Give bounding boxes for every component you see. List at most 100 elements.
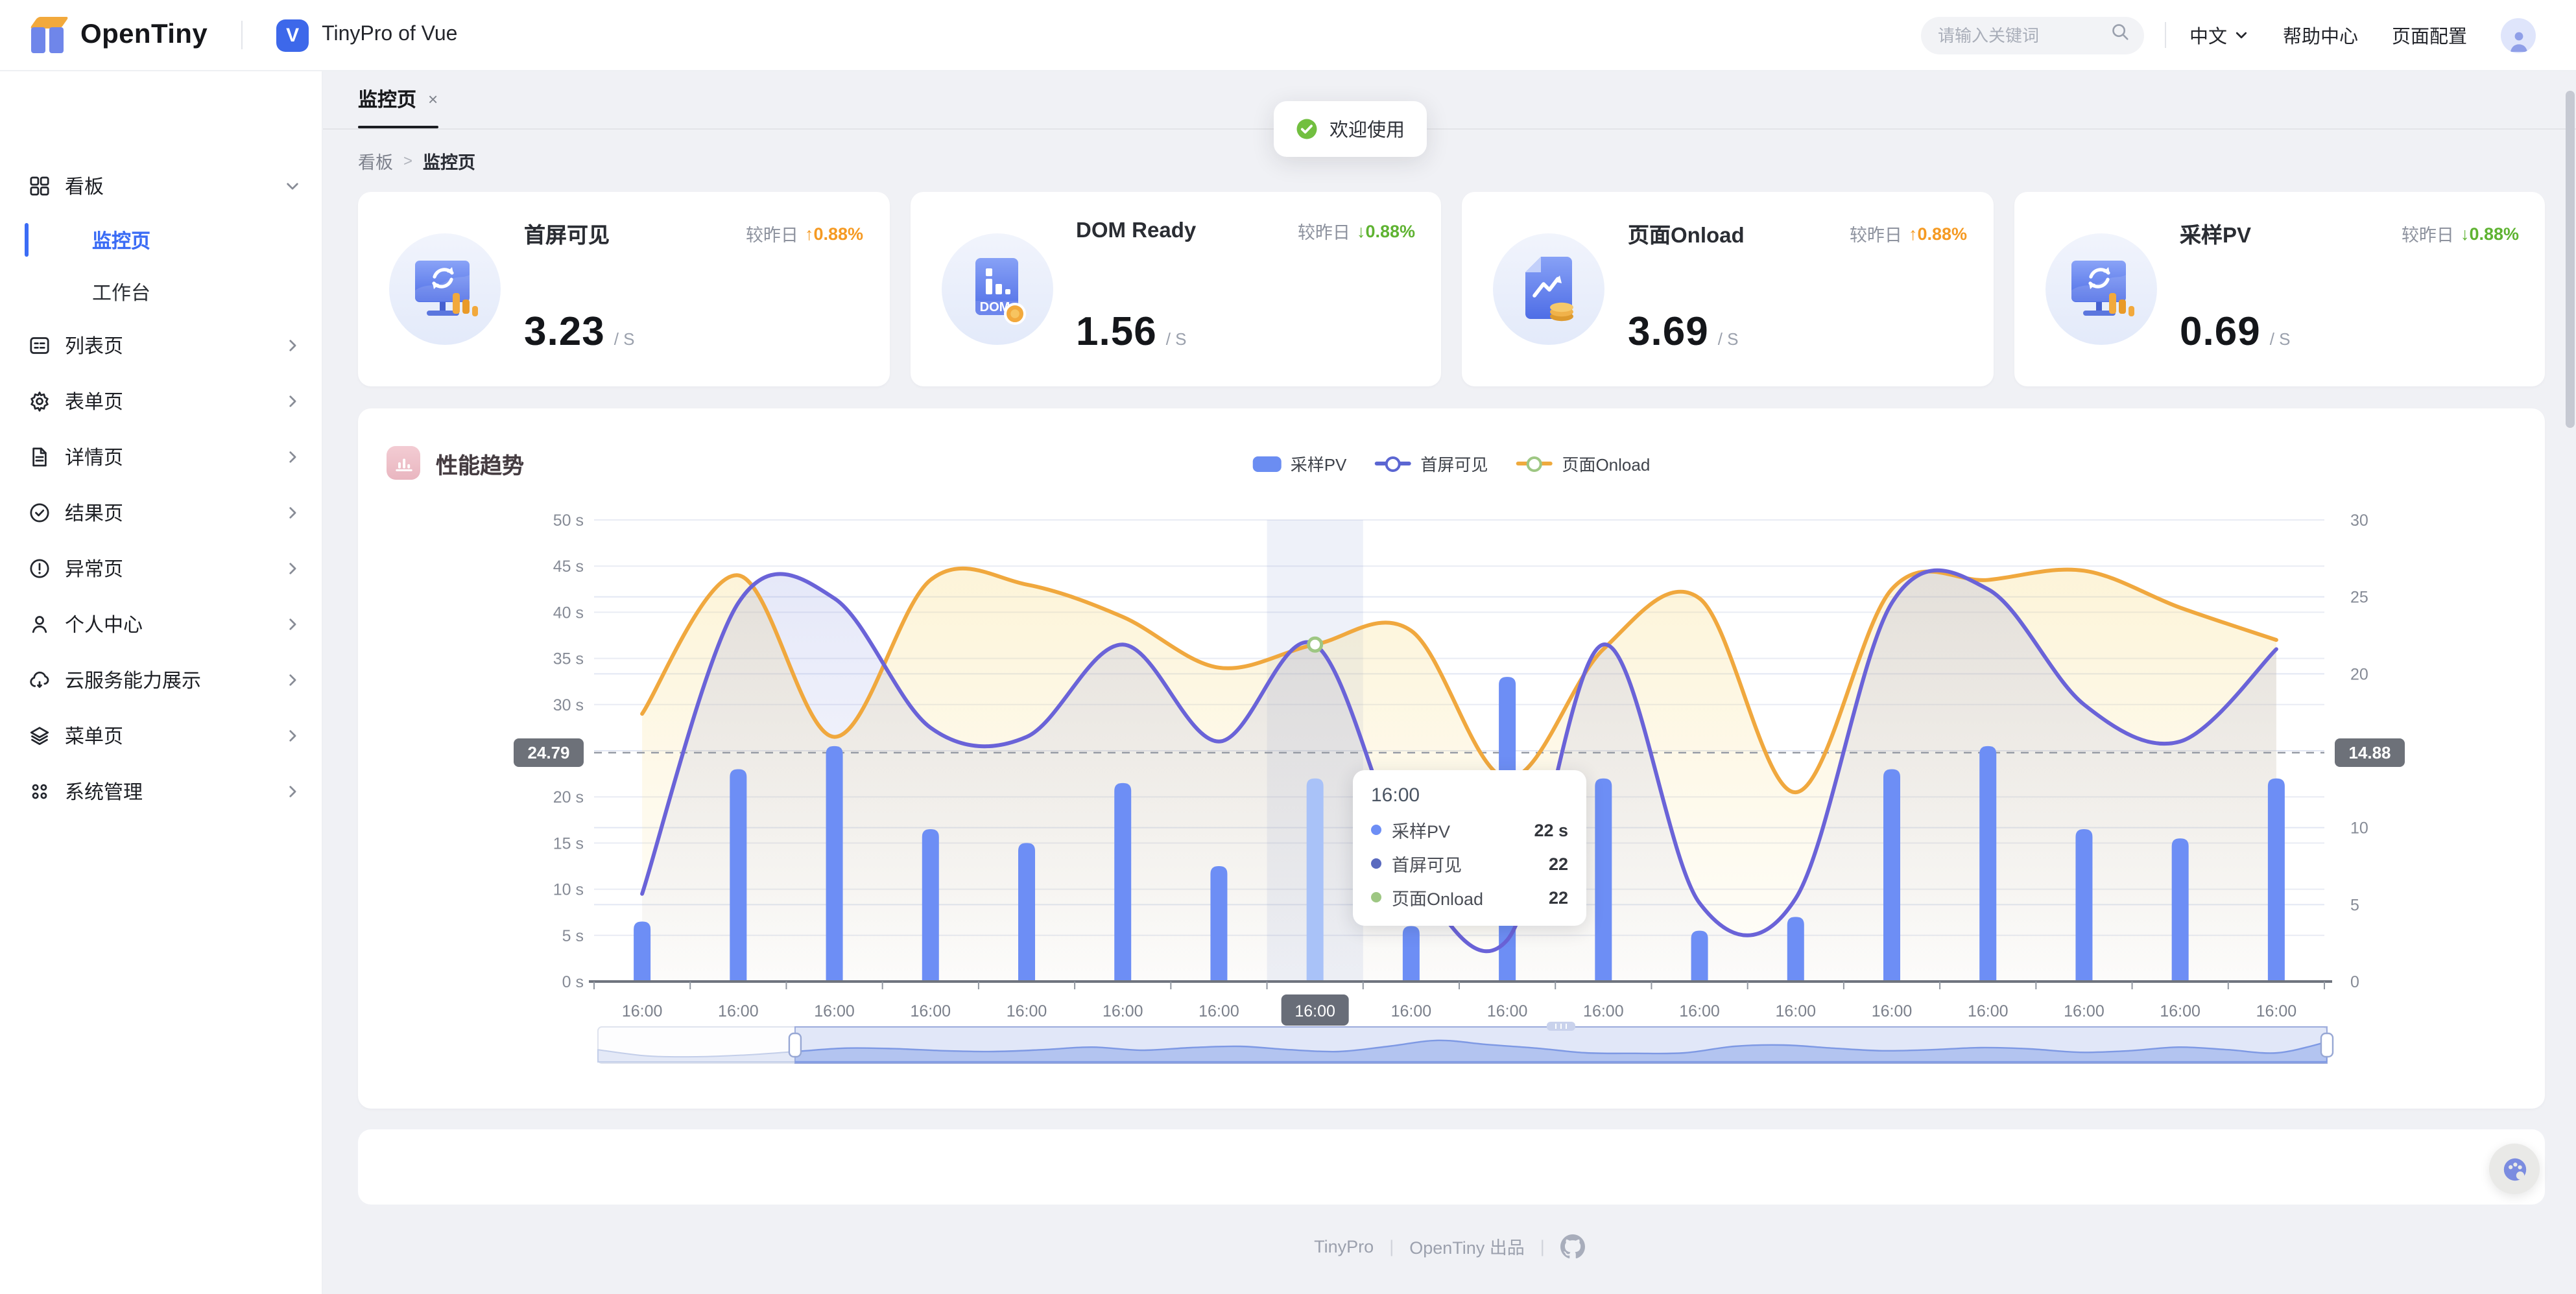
sidebar: 看板监控页工作台列表页 表单页 详情页结果页异常页 个人中心 云服务能力展示 菜单页 系统管… bbox=[0, 70, 323, 1294]
footer-byline: OpenTiny 出品 bbox=[1409, 1238, 1525, 1258]
theme-palette-button[interactable] bbox=[2489, 1144, 2540, 1194]
x-label: 16:00 bbox=[1775, 1002, 1816, 1020]
breadcrumb: 看板 > 监控页 bbox=[323, 130, 2576, 174]
tooltip-series-label: 采样PV bbox=[1392, 822, 1451, 841]
sidebar-item-exception[interactable]: 异常页 bbox=[0, 541, 322, 596]
sample-pv-bar bbox=[634, 921, 651, 982]
svg-text:DOM: DOM bbox=[979, 300, 1010, 314]
sidebar-item-result[interactable]: 结果页 bbox=[0, 485, 322, 541]
chevron-down-icon bbox=[2236, 32, 2247, 39]
user-avatar[interactable] bbox=[2501, 18, 2536, 53]
x-label: 16:00 bbox=[622, 1002, 663, 1020]
stat-value: 3.69 bbox=[1628, 309, 1709, 354]
stat-unit: / S bbox=[1717, 329, 1739, 349]
chevron-right-icon[interactable] bbox=[284, 337, 301, 354]
y-left-label: 45 s bbox=[553, 558, 584, 576]
chevron-right-icon[interactable] bbox=[284, 616, 301, 633]
stat-title: DOM Ready bbox=[1076, 218, 1197, 242]
x-label: 16:00 bbox=[2256, 1002, 2297, 1020]
sidebar-item-list[interactable]: 列表页 bbox=[0, 318, 322, 373]
sidebar-item-label: 工作台 bbox=[92, 282, 151, 304]
stat-compare: 较昨日 ↑0.88% bbox=[745, 224, 863, 245]
header-left: OpenTiny V TinyPro of Vue bbox=[29, 0, 458, 70]
sidebar-item-board[interactable]: 看板 bbox=[0, 158, 322, 214]
cloud-icon bbox=[27, 668, 51, 692]
tooltip-series-value: 22 bbox=[1548, 854, 1568, 873]
file-icon bbox=[27, 445, 51, 469]
y-left-label: 20 s bbox=[553, 788, 584, 806]
chevron-right-icon[interactable] bbox=[284, 504, 301, 521]
legend-item-sample-pv[interactable]: 采样PV bbox=[1252, 451, 1346, 476]
sidebar-item-system[interactable]: 系统管理 bbox=[0, 764, 322, 819]
x-label: 16:00 bbox=[1199, 1002, 1239, 1020]
product-name: TinyPro of Vue bbox=[322, 23, 458, 45]
sidebar-item-label: 结果页 bbox=[65, 503, 124, 525]
user-icon bbox=[27, 613, 51, 636]
search-box[interactable] bbox=[1921, 16, 2144, 54]
chevron-right-icon[interactable] bbox=[284, 393, 301, 410]
list-icon bbox=[27, 334, 51, 357]
chevron-right-icon[interactable] bbox=[284, 672, 301, 688]
tab-monitor[interactable]: 监控页 × bbox=[358, 86, 438, 128]
opentiny-logo-icon bbox=[29, 14, 69, 56]
github-icon[interactable] bbox=[1560, 1234, 1585, 1258]
sidebar-item-form[interactable]: 表单页 bbox=[0, 373, 322, 429]
tooltip-row: 首屏可见 22 bbox=[1371, 851, 1568, 876]
success-check-icon bbox=[1296, 119, 1317, 139]
chevron-right-icon[interactable] bbox=[284, 560, 301, 577]
stat-unit: / S bbox=[614, 329, 635, 349]
sample-pv-bar bbox=[1595, 778, 1612, 982]
sidebar-item-label: 看板 bbox=[65, 176, 104, 198]
y-left-label: 30 s bbox=[553, 696, 584, 714]
welcome-toast: 欢迎使用 bbox=[1274, 101, 1427, 157]
dots-icon bbox=[27, 780, 51, 803]
x-label: 16:00 bbox=[2064, 1002, 2105, 1020]
legend-item-page-onload[interactable]: 页面Onload bbox=[1516, 451, 1650, 476]
page-config-link[interactable]: 页面配置 bbox=[2392, 27, 2467, 47]
sidebar-item-menu[interactable]: 菜单页 bbox=[0, 708, 322, 764]
breadcrumb-board[interactable]: 看板 bbox=[358, 153, 393, 172]
help-center-link[interactable]: 帮助中心 bbox=[2283, 27, 2358, 47]
stat-card-body: 采样PV 较昨日 ↓0.88% 0.69 / S bbox=[2180, 218, 2519, 363]
stat-card-body: 页面Onload 较昨日 ↑0.88% 3.69 / S bbox=[1628, 218, 1967, 363]
palette-icon bbox=[2503, 1157, 2526, 1181]
tab-close-icon[interactable]: × bbox=[428, 89, 438, 109]
page-scrollbar[interactable] bbox=[2566, 91, 2574, 428]
chart-title: 性能趋势 bbox=[436, 453, 524, 478]
sample-pv-bar bbox=[922, 829, 939, 982]
sample-pv-bar bbox=[1018, 843, 1035, 982]
language-switcher[interactable]: 中文 bbox=[2189, 21, 2249, 49]
chevron-down-icon[interactable] bbox=[284, 178, 301, 194]
chevron-right-icon[interactable] bbox=[284, 783, 301, 800]
x-label: 16:00 bbox=[910, 1002, 951, 1020]
check-circle-icon bbox=[27, 501, 51, 524]
stat-card-body: DOM Ready 较昨日 ↓0.88% 1.56 / S bbox=[1076, 218, 1415, 363]
legend-item-first-screen[interactable]: 首屏可见 bbox=[1375, 451, 1488, 476]
search-icon[interactable] bbox=[2110, 22, 2130, 48]
layers-icon bbox=[27, 724, 51, 747]
legend-line-marker bbox=[1516, 456, 1553, 471]
stat-delta-up: ↑0.88% bbox=[804, 224, 863, 243]
datazoom-handle-right[interactable] bbox=[2320, 1032, 2334, 1058]
search-input[interactable] bbox=[1935, 24, 2081, 46]
datazoom-handle-left[interactable] bbox=[788, 1032, 802, 1058]
tooltip-title: 16:00 bbox=[1371, 784, 1420, 806]
sidebar-item-cloud[interactable]: 云服务能力展示 bbox=[0, 652, 322, 708]
chevron-right-icon[interactable] bbox=[284, 727, 301, 744]
tooltip-series-value: 22 s bbox=[1534, 820, 1568, 840]
tooltip-row: 页面Onload 22 bbox=[1371, 884, 1568, 910]
empty-card bbox=[358, 1129, 2545, 1205]
sample-pv-bar bbox=[1306, 778, 1324, 982]
sample-pv-bar bbox=[826, 746, 843, 982]
sidebar-item-profile[interactable]: 个人中心 bbox=[0, 596, 322, 652]
x-label: 16:00 bbox=[1487, 1002, 1528, 1020]
product-badge-icon: V bbox=[276, 19, 309, 51]
sidebar-item-workbench[interactable]: 工作台 bbox=[0, 266, 322, 318]
alert-circle-icon bbox=[27, 557, 51, 580]
sidebar-item-detail[interactable]: 详情页 bbox=[0, 429, 322, 485]
sidebar-item-monitor[interactable]: 监控页 bbox=[0, 214, 322, 266]
chevron-right-icon[interactable] bbox=[284, 449, 301, 465]
stat-value: 0.69 bbox=[2180, 309, 2261, 354]
bar-chart-icon bbox=[387, 446, 420, 480]
header-nav: 中文 帮助中心 页面配置 bbox=[2189, 21, 2501, 49]
